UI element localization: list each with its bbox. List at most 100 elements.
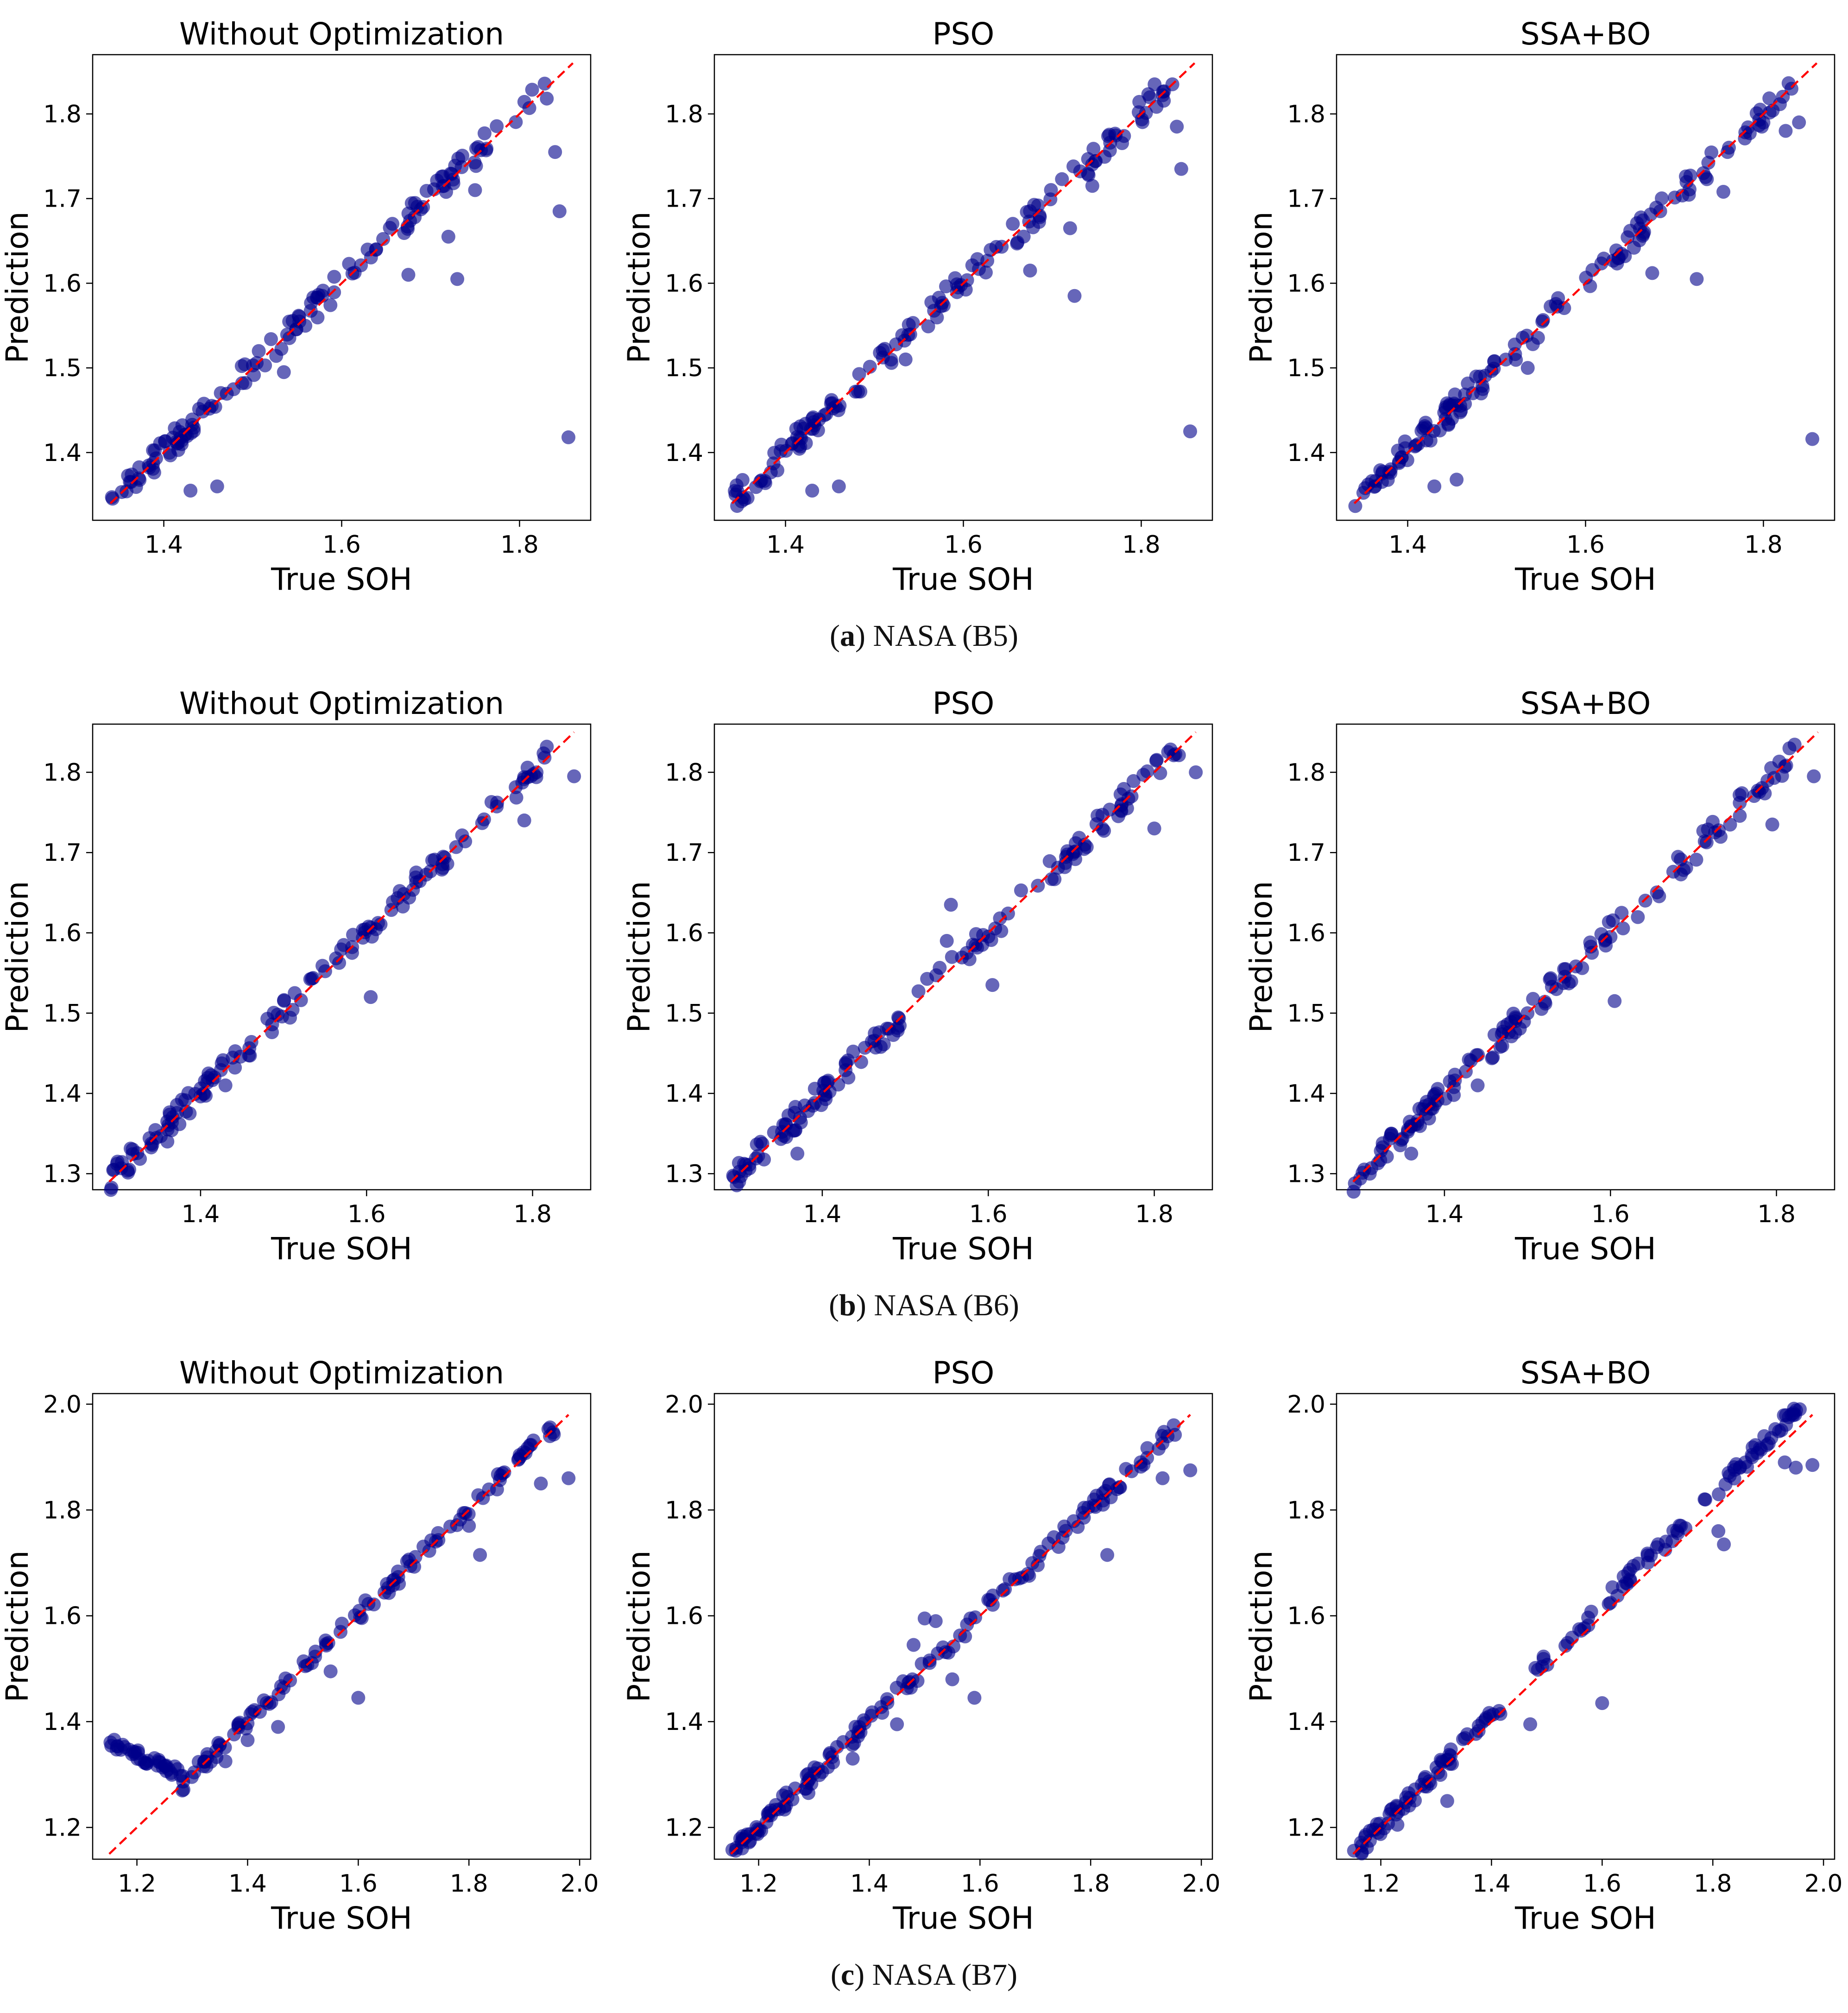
data-point — [1016, 229, 1031, 244]
data-point — [1528, 1661, 1543, 1675]
data-point — [1535, 315, 1550, 329]
data-point — [1520, 361, 1535, 375]
data-point — [231, 1717, 246, 1731]
ideal-reference-line — [109, 62, 574, 505]
data-point — [1543, 972, 1557, 986]
data-point — [933, 961, 947, 975]
data-point — [1714, 830, 1728, 844]
data-point — [208, 400, 222, 414]
data-point — [277, 994, 291, 1008]
data-point — [1792, 115, 1806, 130]
data-point — [944, 897, 958, 912]
data-point — [1136, 768, 1151, 782]
data-point — [1711, 1524, 1726, 1538]
x-tick-label: 2.0 — [1804, 1870, 1843, 1898]
y-tick-label: 1.4 — [43, 439, 82, 467]
caption-b-close: ) — [856, 1288, 866, 1322]
data-point — [890, 1717, 904, 1731]
panel-6: Without Optimization 1.2 1.4 1.6 1.8 2.0 1.2 1.… — [0, 1355, 599, 1936]
data-point — [1595, 1696, 1609, 1710]
data-point — [1690, 272, 1704, 286]
x-tick-label: 1.2 — [1362, 1870, 1400, 1898]
y-axis-label: Prediction — [0, 212, 35, 364]
data-point — [958, 1629, 972, 1644]
data-point — [260, 1011, 275, 1026]
data-point — [967, 1691, 982, 1705]
x-axis-label: True SOH — [892, 562, 1034, 597]
data-point — [917, 1611, 932, 1626]
data-point — [920, 972, 934, 986]
y-tick-label: 1.6 — [665, 1603, 703, 1630]
data-point — [441, 229, 455, 244]
data-point — [1119, 1462, 1133, 1476]
data-point — [731, 485, 745, 499]
data-point — [1132, 95, 1147, 109]
y-axis-label: Prediction — [1243, 881, 1279, 1033]
data-point — [1577, 1621, 1591, 1635]
data-point — [1605, 1580, 1620, 1595]
data-point — [845, 1752, 860, 1766]
data-point — [227, 382, 241, 397]
caption-c-close: ) — [854, 1958, 865, 1992]
data-point — [788, 1781, 802, 1796]
data-point — [1440, 1794, 1454, 1808]
x-axis-label: True SOH — [892, 1900, 1034, 1936]
data-point — [191, 1754, 206, 1769]
data-point — [517, 95, 531, 109]
data-point — [732, 1156, 746, 1170]
data-point — [1712, 1487, 1726, 1502]
y-axis-label: Prediction — [621, 881, 657, 1033]
data-point — [125, 1747, 139, 1761]
data-point — [567, 769, 581, 783]
axes-frame — [1336, 723, 1835, 1191]
x-tick-label: 1.4 — [803, 1200, 842, 1228]
ideal-reference-line — [108, 1414, 569, 1855]
data-point — [1805, 432, 1820, 446]
data-point — [534, 1477, 548, 1491]
data-point — [1805, 1458, 1820, 1472]
data-point — [800, 1768, 814, 1782]
plot-title: Without Optimization — [179, 16, 504, 52]
panel-5: SSA+BO 1.4 1.6 1.8 1.3 1.4 1.5 1.6 1.7 1.8 True SO… — [1243, 686, 1835, 1267]
data-point — [104, 1183, 118, 1197]
y-tick-label: 1.8 — [665, 759, 703, 787]
data-point — [924, 295, 939, 309]
data-point — [1401, 1786, 1416, 1800]
data-point — [440, 857, 454, 871]
data-point — [1747, 789, 1761, 803]
x-tick-label: 1.4 — [228, 1870, 267, 1898]
data-point — [450, 1518, 464, 1532]
y-tick-label: 1.7 — [1287, 185, 1325, 213]
data-point — [877, 342, 892, 356]
caption-c-open: ( — [830, 1958, 841, 1992]
data-point — [1427, 479, 1442, 493]
data-point — [994, 924, 1009, 938]
data-point — [1027, 198, 1041, 212]
data-point — [204, 1754, 218, 1769]
data-point — [240, 1733, 255, 1748]
data-point — [347, 1608, 362, 1622]
y-tick-label: 1.8 — [665, 101, 703, 128]
data-point — [1411, 1114, 1425, 1128]
data-point — [1701, 822, 1715, 837]
y-tick-label: 1.3 — [1287, 1160, 1325, 1188]
data-point — [819, 1088, 833, 1102]
data-point — [1470, 1078, 1485, 1092]
data-point — [1031, 1558, 1045, 1572]
data-point — [1172, 748, 1186, 763]
data-point — [1066, 159, 1081, 174]
data-point — [1493, 1040, 1507, 1054]
data-point — [491, 1467, 505, 1481]
axes-frame — [92, 1393, 592, 1860]
data-point — [1153, 766, 1167, 780]
data-point — [450, 272, 465, 286]
data-point — [902, 317, 916, 332]
data-point — [233, 1049, 248, 1064]
data-point — [1453, 405, 1467, 419]
data-point — [396, 899, 410, 914]
axes-frame — [713, 723, 1213, 1191]
data-point — [213, 1737, 227, 1752]
data-point — [1807, 769, 1821, 783]
y-axis-label: Prediction — [0, 881, 35, 1033]
data-point — [1369, 474, 1383, 488]
